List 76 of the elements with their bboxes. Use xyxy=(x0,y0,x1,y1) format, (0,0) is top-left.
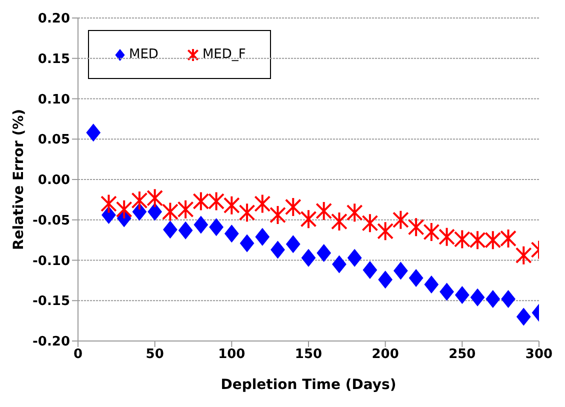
point xyxy=(347,248,362,267)
x-tick-label: 200 xyxy=(372,347,399,362)
x-tick-label: 250 xyxy=(448,347,476,362)
point xyxy=(392,210,409,230)
point xyxy=(255,228,270,246)
point xyxy=(500,228,516,248)
y-axis-title: Relative Error (%) xyxy=(10,108,27,250)
point xyxy=(223,195,240,216)
y-tick-label: 0.20 xyxy=(38,12,70,27)
x-tick-label: 300 xyxy=(525,347,553,362)
point xyxy=(300,209,317,230)
point xyxy=(224,224,239,243)
point xyxy=(438,226,455,247)
point xyxy=(301,248,316,267)
point xyxy=(192,191,210,212)
y-tick-label: -0.15 xyxy=(32,294,70,310)
x-tick-label: 50 xyxy=(146,347,164,362)
legend-label: MED xyxy=(129,47,158,62)
point xyxy=(162,202,178,222)
point xyxy=(131,190,148,210)
point xyxy=(316,200,332,221)
x-axis-title: Depletion Time (Days) xyxy=(220,377,396,393)
point xyxy=(146,188,164,208)
point xyxy=(454,229,470,250)
point xyxy=(501,290,516,308)
point xyxy=(408,269,424,288)
point xyxy=(394,262,408,280)
point xyxy=(284,196,302,217)
point xyxy=(331,211,348,232)
point xyxy=(116,199,132,220)
point xyxy=(270,205,286,226)
point xyxy=(177,199,194,220)
y-tick-label: 0.05 xyxy=(38,132,70,148)
point xyxy=(424,275,439,294)
point xyxy=(286,235,300,254)
point xyxy=(516,308,531,326)
point xyxy=(470,288,485,306)
point xyxy=(454,286,470,304)
y-tick-label: -0.05 xyxy=(32,213,70,228)
point xyxy=(469,230,486,250)
point xyxy=(486,290,500,308)
point xyxy=(240,234,254,252)
point xyxy=(163,220,178,239)
legend-label: MED_F xyxy=(202,47,246,62)
x-tick-label: 0 xyxy=(73,347,83,362)
point xyxy=(362,260,378,279)
x-tick-label: 100 xyxy=(218,347,246,362)
point xyxy=(346,202,363,223)
point xyxy=(440,282,454,301)
y-tick-label: -0.20 xyxy=(32,334,70,350)
point xyxy=(378,270,393,289)
x-tick-label: 150 xyxy=(294,347,322,362)
point xyxy=(423,222,440,242)
point xyxy=(515,245,532,266)
y-tick-label: -0.10 xyxy=(32,254,70,269)
point xyxy=(132,202,147,221)
point xyxy=(178,221,193,240)
point xyxy=(270,240,285,259)
point xyxy=(86,124,101,142)
point xyxy=(148,202,162,221)
point xyxy=(102,206,116,224)
y-tick-label: 0.15 xyxy=(38,52,70,67)
point xyxy=(238,202,256,223)
point xyxy=(194,216,208,234)
point xyxy=(316,244,332,262)
point xyxy=(209,218,224,236)
y-tick-label: 0.10 xyxy=(38,92,70,108)
point xyxy=(408,217,424,238)
point xyxy=(377,221,394,242)
point xyxy=(208,191,224,212)
point xyxy=(254,194,271,214)
point xyxy=(332,255,346,274)
point xyxy=(100,194,117,214)
y-tick-label: 0.00 xyxy=(38,173,70,188)
point xyxy=(484,230,502,250)
point xyxy=(362,213,378,234)
